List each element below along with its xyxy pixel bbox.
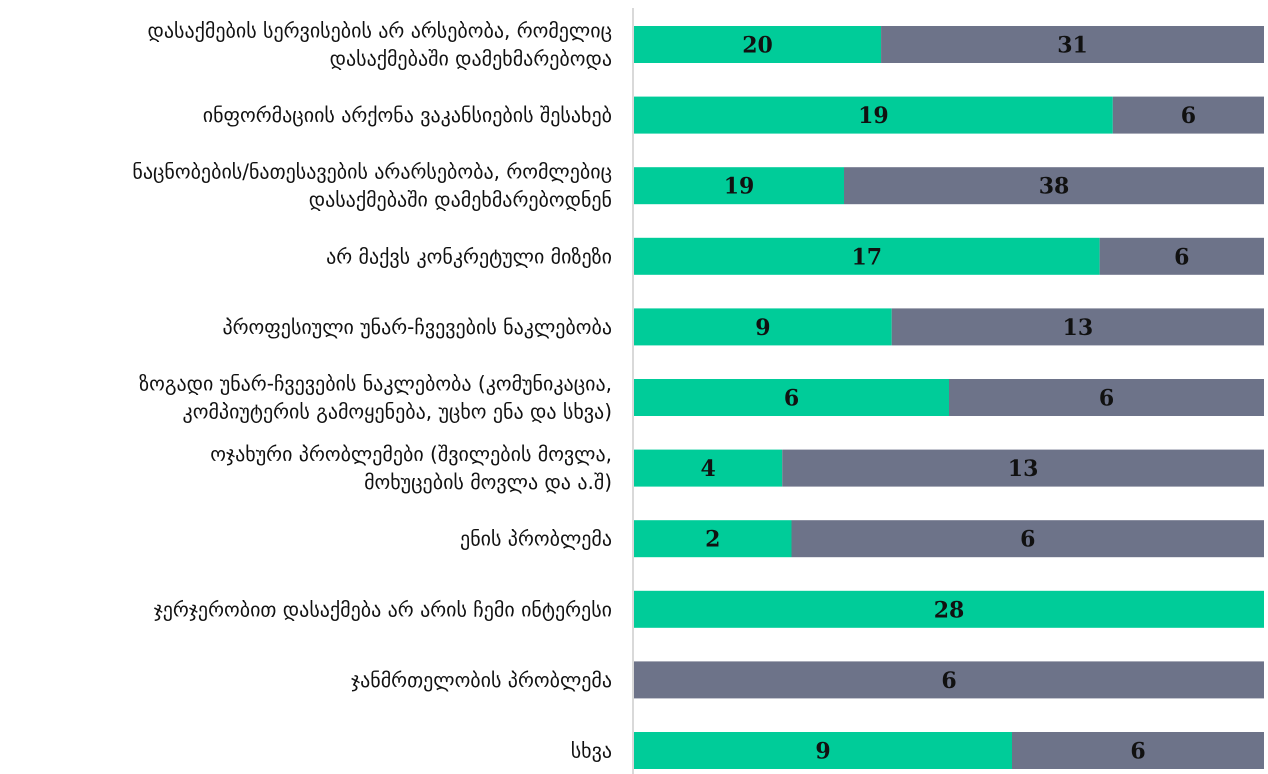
data-label: 6 — [941, 668, 956, 694]
data-label: 28 — [934, 597, 965, 623]
data-label: 19 — [724, 174, 755, 200]
bar-segment-series-2 — [634, 661, 1264, 699]
bar-segment-series-1 — [634, 167, 844, 205]
category-label: ინფორმაციის არქონა ვაკანსიების შესახებ — [203, 103, 612, 127]
bar-segment-series-1 — [634, 590, 1264, 628]
data-label: 13 — [1008, 456, 1039, 482]
category-label: დასაქმებაში დამეხმარებოდა — [330, 47, 612, 71]
data-label: 6 — [784, 386, 799, 412]
bar-segment-series-1 — [634, 26, 882, 63]
data-label: 6 — [1130, 739, 1145, 765]
bar-segment-series-2 — [791, 520, 1264, 558]
category-label: მოხუცების მოვლა და ა.შ) — [364, 470, 612, 494]
category-label: ნაცნობების/ნათესავების არარსებობა, რომლე… — [132, 160, 612, 184]
data-label: 17 — [852, 244, 883, 270]
data-label: 6 — [1099, 386, 1114, 412]
bar-segment-series-1 — [634, 96, 1113, 134]
bar-segment-series-2 — [844, 167, 1264, 205]
data-label: 6 — [1174, 244, 1189, 270]
category-label: სხვა — [571, 739, 612, 763]
category-label: ენის პრობლემა — [460, 527, 612, 551]
category-label: ჯერჯერობით დასაქმება არ არის ჩემი ინტერე… — [154, 597, 612, 621]
data-label: 2 — [705, 527, 720, 553]
bar-segment-series-2 — [881, 26, 1264, 63]
data-label: 9 — [755, 315, 770, 341]
bar-segment-series-1 — [634, 449, 783, 487]
category-label: ჯანმრთელობის პრობლემა — [351, 668, 612, 692]
bar-segment-series-1 — [634, 379, 949, 416]
category-label: დასაქმებაში დამეხმარებოდნენ — [309, 188, 612, 212]
bar-segment-series-2 — [949, 379, 1264, 416]
bars-group: 20 31 19 6 19 38 17 6 9 13 6 6 4 13 2 6 28 6 9 6 — [634, 26, 1264, 769]
bar-segment-series-2 — [1012, 732, 1264, 769]
category-label: არ მაქვს კონკრეტული მიზეზი — [326, 244, 612, 268]
bar-segment-series-2 — [1099, 237, 1264, 275]
bar-segment-series-1 — [634, 732, 1012, 769]
data-label: 6 — [1181, 103, 1196, 129]
category-labels-group: დასაქმების სერვისების არ არსებობა, რომელ… — [132, 19, 612, 763]
bar-segment-series-1 — [634, 237, 1100, 275]
category-label: პროფესიული უნარ-ჩვევების ნაკლებობა — [222, 315, 612, 339]
data-label: 6 — [1020, 527, 1035, 553]
category-label: ზოგადი უნარ-ჩვევების ნაკლებობა (კომუნიკა… — [139, 372, 612, 396]
bar-segment-series-2 — [891, 308, 1264, 346]
bar-segment-series-1 — [634, 520, 792, 558]
data-label: 4 — [700, 456, 715, 482]
data-label: 20 — [742, 33, 773, 59]
bar-segment-series-2 — [782, 449, 1264, 487]
bar-segment-series-1 — [634, 308, 892, 346]
category-label: დასაქმების სერვისების არ არსებობა, რომელ… — [148, 19, 612, 43]
data-label: 38 — [1039, 174, 1070, 200]
category-label: ოჯახური პრობლემები (შვილების მოვლა, — [210, 442, 612, 466]
data-label: 13 — [1063, 315, 1094, 341]
data-label: 9 — [815, 739, 830, 765]
data-label: 31 — [1057, 33, 1088, 59]
category-label: კომპიუტერის გამოყენება, უცხო ენა და სხვა… — [183, 400, 612, 424]
bar-segment-series-2 — [1112, 96, 1264, 134]
data-label: 19 — [858, 103, 889, 129]
